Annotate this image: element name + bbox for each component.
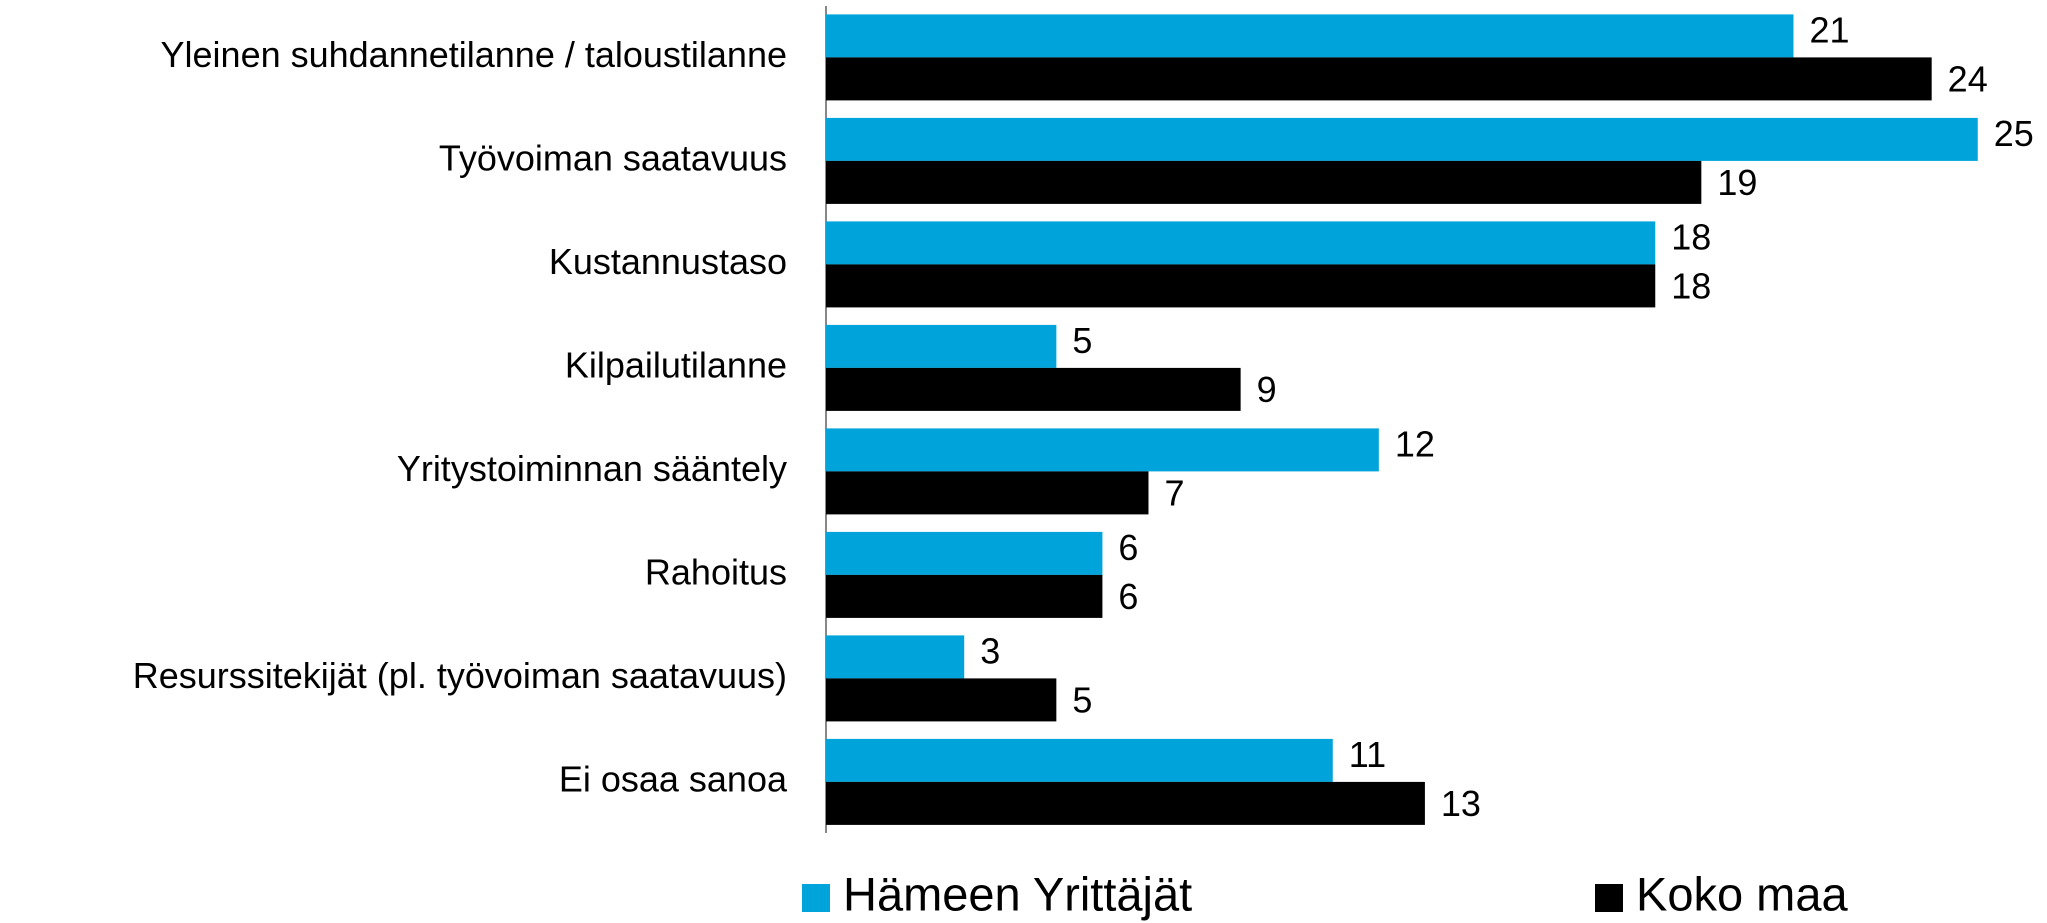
bar [826, 471, 1149, 515]
category-label: Rahoitus [645, 551, 787, 592]
value-label: 24 [1948, 58, 1988, 99]
legend-swatch [802, 884, 830, 912]
bar [826, 428, 1379, 472]
bar [826, 264, 1656, 308]
category-label: Yritystoiminnan sääntely [397, 448, 787, 489]
bar [826, 14, 1794, 58]
value-label: 6 [1118, 576, 1138, 617]
category-label: Kilpailutilanne [565, 344, 787, 385]
bar [826, 738, 1333, 782]
bar [826, 160, 1702, 204]
category-label: Ei osaa sanoa [559, 758, 788, 799]
value-label: 19 [1717, 162, 1757, 203]
value-label: 6 [1118, 527, 1138, 568]
category-label: Resurssitekijät (pl. työvoiman saatavuus… [133, 655, 787, 696]
bar [826, 117, 1978, 161]
bar [826, 367, 1241, 411]
legend-label: Koko maa [1636, 867, 1848, 920]
value-label: 5 [1072, 679, 1092, 720]
bar [826, 324, 1057, 368]
value-label: 21 [1809, 9, 1849, 50]
value-label: 3 [980, 630, 1000, 671]
value-label: 5 [1072, 320, 1092, 361]
value-label: 18 [1671, 216, 1711, 257]
value-label: 18 [1671, 265, 1711, 306]
bar [826, 574, 1103, 618]
bar [826, 221, 1656, 265]
value-label: 9 [1257, 369, 1277, 410]
value-label: 7 [1164, 472, 1184, 513]
bar [826, 678, 1057, 722]
value-label: 12 [1395, 423, 1435, 464]
value-label: 11 [1349, 734, 1386, 775]
category-label: Yleinen suhdannetilanne / taloustilanne [161, 34, 787, 75]
bar [826, 635, 965, 679]
legend-swatch [1595, 884, 1623, 912]
legend-label: Hämeen Yrittäjät [843, 867, 1192, 920]
bar [826, 57, 1932, 101]
category-label: Kustannustaso [549, 241, 787, 282]
value-label: 25 [1994, 113, 2034, 154]
bar [826, 781, 1425, 825]
category-label: Työvoiman saatavuus [439, 137, 787, 178]
bar [826, 531, 1103, 575]
value-label: 13 [1441, 783, 1481, 824]
